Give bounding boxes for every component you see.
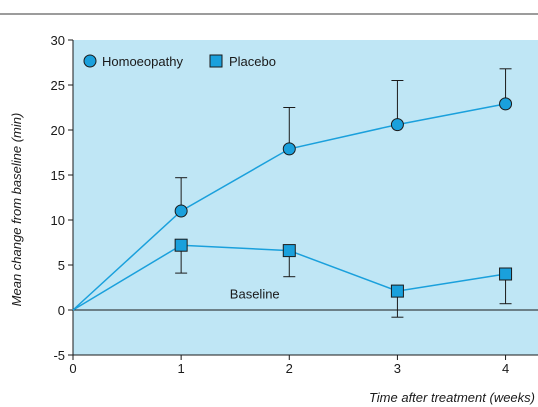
placebo-point	[282, 244, 296, 258]
x-tick-label: 0	[69, 361, 76, 376]
homoeopathy-point	[282, 142, 296, 156]
y-tick-label: 10	[51, 213, 65, 228]
legend-placebo-marker	[209, 54, 223, 68]
placebo-point	[174, 238, 188, 252]
x-tick-label: 2	[286, 361, 293, 376]
x-axis-label: Time after treatment (weeks)	[369, 390, 535, 405]
y-tick-label: 0	[58, 303, 65, 318]
y-tick-label: -5	[53, 348, 65, 363]
x-tick-label: 4	[502, 361, 509, 376]
y-tick-label: 25	[51, 78, 65, 93]
homoeopathy-point	[499, 97, 513, 111]
y-axis-label: Mean change from baseline (min)	[9, 113, 24, 307]
y-tick-label: 20	[51, 123, 65, 138]
placebo-point	[390, 284, 404, 298]
homoeopathy-point	[174, 204, 188, 218]
plot-area	[73, 40, 538, 355]
placebo-point	[499, 267, 513, 281]
y-tick-label: 5	[58, 258, 65, 273]
y-tick-label: 15	[51, 168, 65, 183]
x-tick-label: 1	[178, 361, 185, 376]
legend-homoeopathy-marker	[83, 54, 97, 68]
x-tick-label: 3	[394, 361, 401, 376]
annotation-baseline: Baseline	[230, 286, 280, 301]
homoeopathy-point	[390, 118, 404, 132]
y-tick-label: 30	[51, 33, 65, 48]
legend-placebo-label: Placebo	[229, 54, 276, 69]
legend-homoeopathy-label: Homoeopathy	[102, 54, 183, 69]
